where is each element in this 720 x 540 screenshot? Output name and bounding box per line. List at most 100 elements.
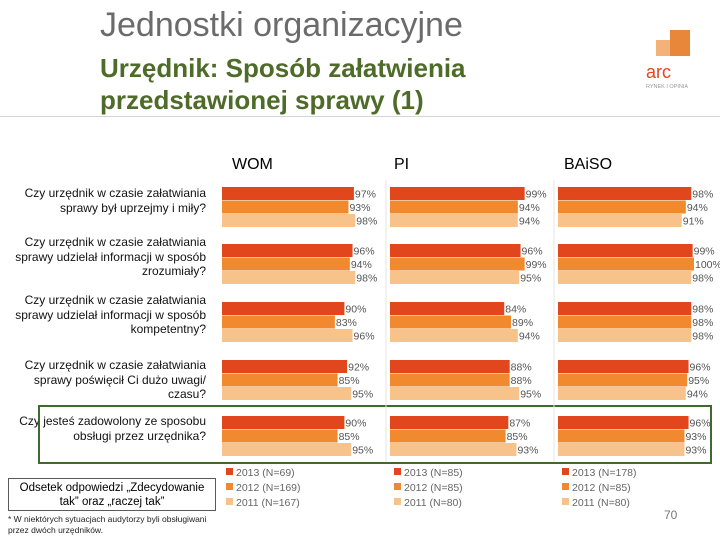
legend-swatch — [226, 468, 233, 475]
data-label: 95% — [352, 389, 373, 401]
legend-label: 2013 (N=69) — [236, 467, 295, 479]
group-header-pi: PI — [394, 156, 410, 173]
data-label: 98% — [692, 331, 713, 343]
data-label: 93% — [685, 431, 706, 443]
question-label-1: Czy urzędnik w czasie załatwiania sprawy… — [24, 186, 206, 215]
legend-swatch — [394, 483, 401, 490]
legend-label: 2013 (N=178) — [572, 467, 637, 479]
data-label: 93% — [517, 445, 538, 457]
bar-baiso-q4-2013 — [558, 360, 689, 373]
bar-wom-q2-2012 — [222, 257, 350, 271]
data-label: 96% — [354, 331, 375, 343]
data-label: 98% — [692, 273, 713, 285]
bar-pi-q1-2011 — [390, 214, 518, 227]
data-label: 88% — [511, 375, 532, 387]
legend-label: 2012 (N=85) — [404, 482, 463, 494]
question-label-3: Czy urzędnik w czasie załatwiania sprawy… — [15, 293, 206, 336]
bar-baiso-q1-2013 — [558, 187, 692, 200]
bar-wom-q1-2012 — [222, 200, 349, 214]
group-header-baiso: BAiSO — [564, 156, 613, 173]
data-label: 98% — [692, 304, 713, 316]
bar-wom-q3-2011 — [222, 329, 353, 342]
data-label: 85% — [339, 431, 360, 443]
data-label: 85% — [339, 375, 360, 387]
data-label: 97% — [355, 189, 376, 201]
data-label: 99% — [694, 246, 715, 258]
bar-baiso-q2-2012 — [558, 257, 694, 271]
data-label: 93% — [685, 445, 706, 457]
bar-pi-q5-2012 — [390, 429, 506, 443]
subtitle-line-1: Urzędnik: Sposób załatwienia — [100, 53, 466, 83]
answer-note-box: Odsetek odpowiedzi „Zdecydowanie tak” or… — [8, 478, 216, 511]
legend-label: 2011 (N=80) — [404, 497, 462, 509]
bar-baiso-q3-2012 — [558, 315, 692, 329]
footnote: * W niektórych sytuacjach audytorzy byli… — [8, 514, 207, 535]
bar-pi-q1-2012 — [390, 200, 518, 214]
data-label: 95% — [520, 273, 541, 285]
legend-swatch — [394, 498, 401, 505]
bar-baiso-q1-2011 — [558, 214, 682, 227]
legend-swatch — [562, 483, 569, 490]
bar-wom-q2-2013 — [222, 244, 353, 257]
bar-baiso-q5-2012 — [558, 429, 685, 443]
data-label: 91% — [683, 216, 704, 228]
data-label: 90% — [345, 304, 366, 316]
bar-baiso-q5-2011 — [558, 443, 685, 456]
page-subtitle: Urzędnik: Sposób załatwienia przedstawio… — [100, 52, 560, 116]
data-label: 87% — [509, 418, 530, 430]
bar-wom-q5-2011 — [222, 443, 352, 456]
logo-subtext: RYNEK I OPINIA — [646, 84, 688, 90]
bar-baiso-q5-2013 — [558, 416, 689, 429]
data-label: 92% — [348, 362, 369, 374]
bar-baiso-q1-2012 — [558, 200, 686, 214]
bar-pi-q4-2013 — [390, 360, 510, 373]
bar-pi-q4-2012 — [390, 373, 510, 387]
bar-wom-q1-2013 — [222, 187, 354, 200]
bar-pi-q2-2012 — [390, 257, 525, 271]
data-label: 94% — [519, 202, 540, 214]
bar-wom-q2-2011 — [222, 271, 356, 284]
bar-wom-q4-2013 — [222, 360, 348, 373]
bar-wom-q3-2012 — [222, 315, 335, 329]
bar-baiso-q4-2012 — [558, 373, 688, 387]
bar-pi-q2-2013 — [390, 244, 521, 257]
subtitle-line-2: przedstawionej sprawy (1) — [100, 85, 424, 115]
bar-baiso-q4-2011 — [558, 387, 686, 400]
data-label: 100% — [695, 259, 720, 271]
data-label: 93% — [349, 202, 370, 214]
legend-swatch — [562, 498, 569, 505]
legend-swatch — [394, 468, 401, 475]
data-label: 96% — [522, 246, 543, 258]
bar-baiso-q3-2011 — [558, 329, 692, 342]
page-number: 70 — [664, 508, 678, 522]
question-label-4: Czy urzędnik w czasie załatwiania sprawy… — [24, 358, 206, 401]
legend-swatch — [226, 483, 233, 490]
arc-logo: arc RYNEK I OPINIA — [646, 30, 690, 90]
bar-pi-q5-2013 — [390, 416, 509, 429]
data-label: 83% — [336, 317, 357, 329]
data-label: 95% — [520, 389, 541, 401]
data-label: 94% — [687, 389, 708, 401]
satisfaction-highlight-frame — [38, 405, 712, 464]
bar-pi-q3-2011 — [390, 329, 518, 342]
bar-pi-q3-2013 — [390, 302, 505, 315]
bar-baiso-q2-2011 — [558, 271, 692, 284]
bar-wom-q4-2011 — [222, 387, 352, 400]
data-label: 98% — [692, 317, 713, 329]
data-label: 94% — [687, 202, 708, 214]
bar-wom-q5-2012 — [222, 429, 338, 443]
legend-label: 2011 (N=80) — [572, 497, 630, 509]
data-label: 94% — [351, 259, 372, 271]
legend-swatch — [226, 498, 233, 505]
data-label: 98% — [692, 189, 713, 201]
bar-baiso-q3-2013 — [558, 302, 692, 315]
bar-pi-q1-2013 — [390, 187, 525, 200]
header-divider — [0, 116, 720, 117]
data-label: 96% — [690, 362, 711, 374]
bar-baiso-q2-2013 — [558, 244, 693, 257]
data-label: 95% — [352, 445, 373, 457]
bar-pi-q4-2011 — [390, 387, 520, 400]
question-label-5: Czy jesteś zadowolony ze sposobu obsługi… — [19, 414, 206, 443]
data-label: 94% — [519, 331, 540, 343]
